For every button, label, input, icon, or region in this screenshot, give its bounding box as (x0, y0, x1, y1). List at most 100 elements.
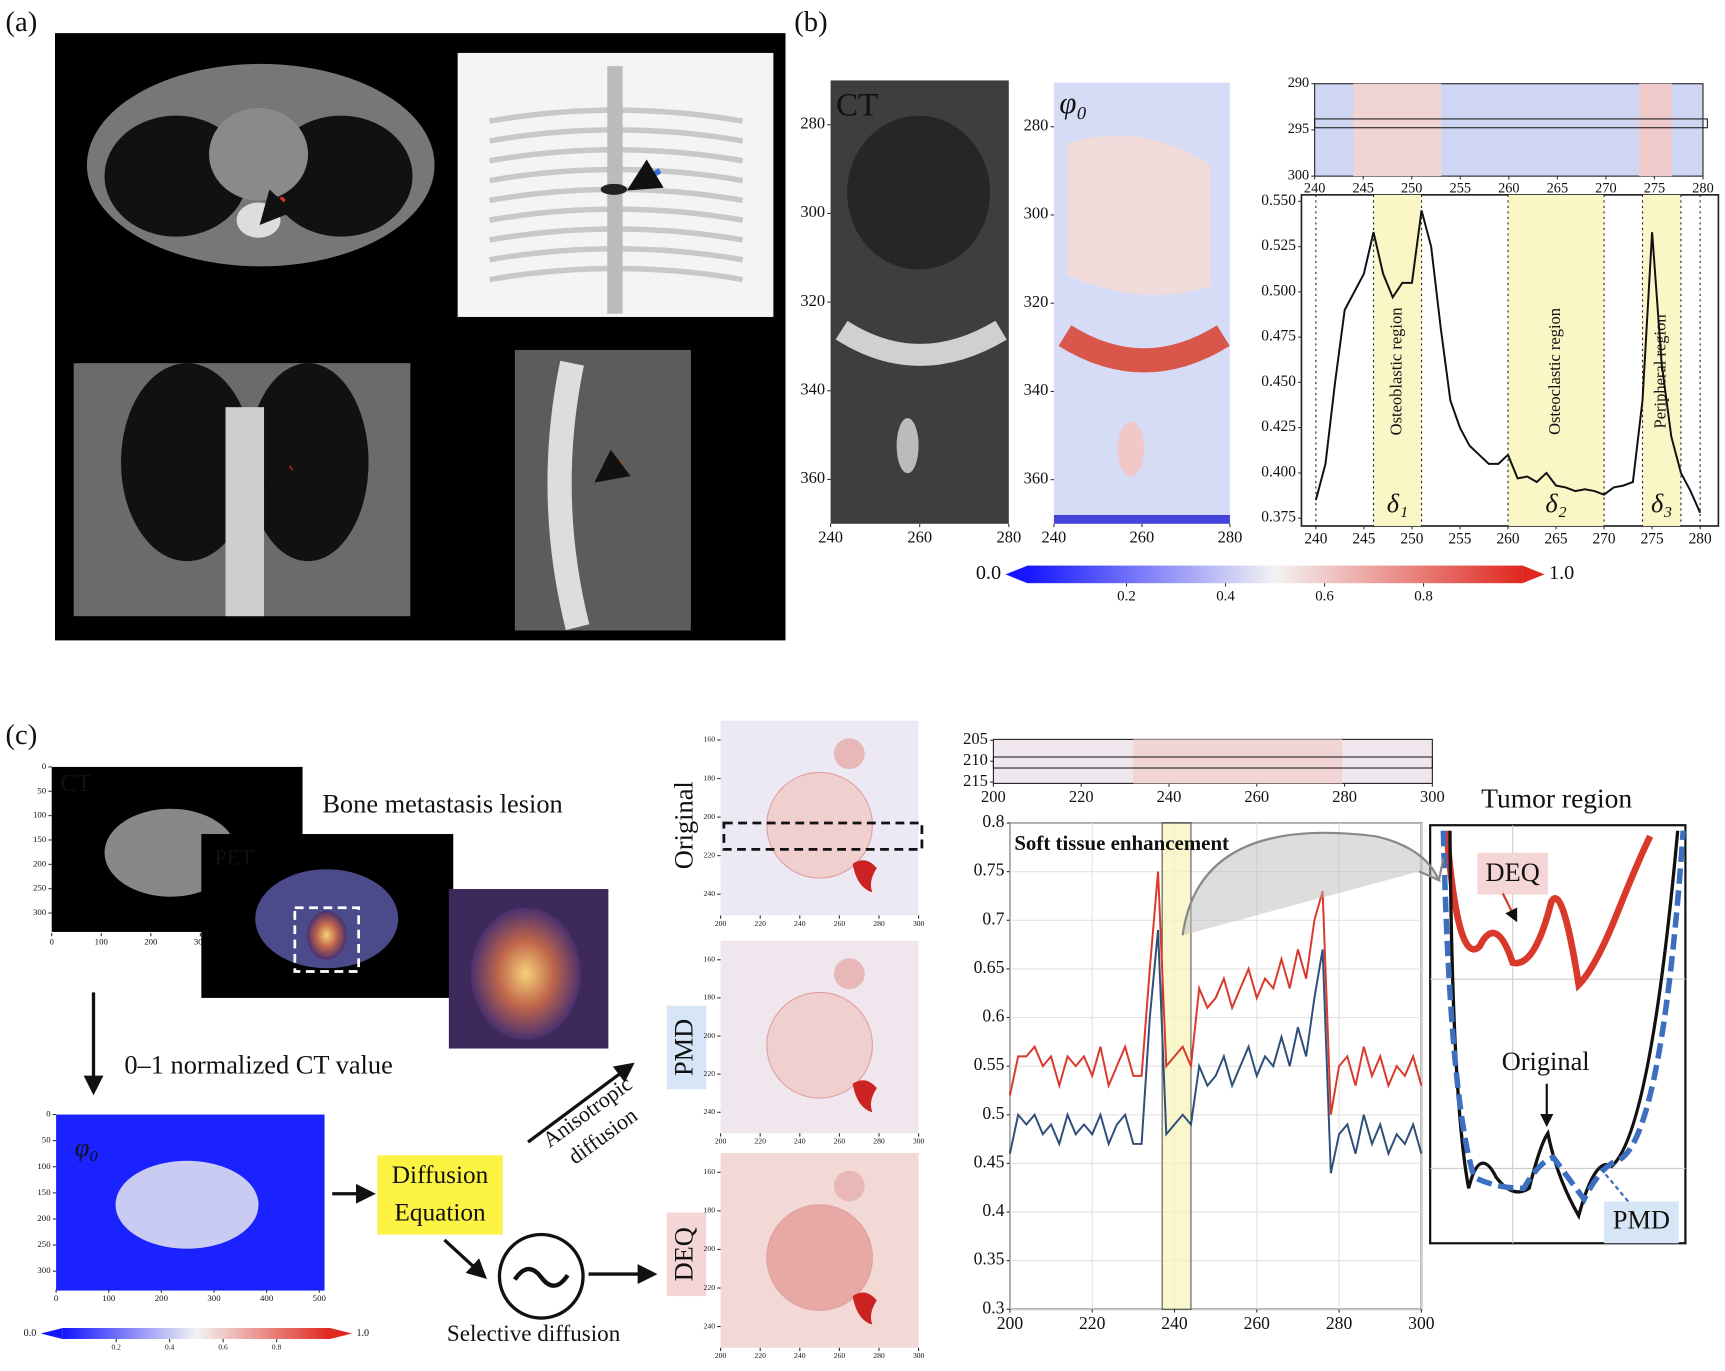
colorbar-min-arrow (40, 1327, 63, 1339)
y-tick-label: 300 (1024, 204, 1049, 223)
profile-row (722, 821, 924, 851)
y-tick-label: 0.35 (974, 1249, 1005, 1269)
colorbar-label: 0.0 (976, 562, 1001, 584)
x-tick-label: 240 (794, 1351, 806, 1360)
x-tick-label: 0 (50, 937, 55, 947)
x-tick-label: 240 (794, 919, 806, 928)
y-tick-label: 0.525 (1261, 237, 1296, 254)
y-tick-label: 0.65 (974, 957, 1005, 977)
y-tick-label: 340 (800, 380, 825, 399)
equation-box (377, 1155, 503, 1235)
x-tick-label: 280 (873, 1137, 885, 1146)
y-tick-label: 50 (37, 785, 46, 795)
coronal-spine (225, 407, 265, 617)
x-tick-label: 280 (1332, 787, 1357, 806)
y-tick-label: 240 (704, 889, 716, 898)
caption: Selective diffusion (447, 1320, 621, 1346)
y-tick-label: 0.45 (974, 1151, 1005, 1171)
y-tick-label: 280 (1024, 116, 1049, 135)
y-tick-label: 200 (704, 1244, 716, 1253)
inset-original (1448, 830, 1680, 1221)
panel-label: (b) (794, 7, 827, 38)
panel-title: PET (215, 844, 255, 869)
phi-body (115, 1160, 259, 1249)
y-tick-label: 200 (33, 858, 47, 868)
y-tick-label: 210 (963, 750, 988, 769)
y-tick-label: 320 (800, 291, 825, 310)
y-tick-label: 0.425 (1261, 418, 1296, 435)
colorbar-label: 1.0 (1549, 562, 1574, 584)
y-tick-label: 150 (37, 1187, 51, 1197)
panel-title: φ₀ (75, 1132, 99, 1162)
y-tick-label: 0.6 (982, 1006, 1004, 1026)
lesion (852, 1292, 877, 1325)
y-tick-label: 0.7 (982, 908, 1004, 928)
x-tick-label: 100 (102, 1293, 116, 1303)
panel-label: (a) (6, 7, 38, 38)
inset-pmd (1440, 830, 1686, 1205)
x-tick-label: 300 (1408, 1313, 1435, 1333)
colorbar-label: 0.6 (1315, 588, 1334, 604)
y-tick-label: 280 (800, 114, 825, 133)
lesion (852, 1080, 877, 1113)
x-tick-label: 260 (907, 527, 932, 546)
y-tick-label: 180 (704, 993, 716, 1002)
axial-ct-heart (209, 107, 309, 201)
ct-structure (847, 115, 991, 270)
y-tick-label: 250 (33, 883, 47, 893)
x-tick-label: 280 (996, 527, 1021, 546)
x-tick-label: 260 (1244, 787, 1269, 806)
phi-bone (1117, 421, 1145, 477)
region-label: Peripheral region (1650, 314, 1669, 428)
x-tick-label: 265 (1544, 531, 1567, 548)
vertebra (766, 991, 873, 1099)
x-tick-label: 260 (834, 1137, 846, 1146)
y-tick-label: 160 (704, 1167, 716, 1176)
region (1508, 194, 1605, 526)
annotation: Soft tissue enhancement (1014, 831, 1229, 855)
colorbar-label: 0.2 (1117, 588, 1136, 604)
panel-title: PMD (669, 1019, 699, 1076)
pet-lesion (306, 911, 347, 960)
sagittal-ct (514, 349, 691, 631)
flow-arrow (527, 1062, 635, 1144)
y-tick-label: 215 (963, 771, 988, 790)
region-symbol: δ₁ (1387, 488, 1408, 518)
y-tick-label: 0.500 (1261, 282, 1296, 299)
region (1373, 194, 1422, 526)
x-tick-label: 260 (1130, 527, 1155, 546)
lesion-arrow (264, 455, 301, 489)
x-tick-label: 280 (873, 1351, 885, 1360)
strip-row (1314, 118, 1708, 129)
y-tick-label: 220 (704, 850, 716, 859)
x-tick-label: 250 (1400, 531, 1423, 548)
bone-small (833, 738, 865, 770)
caption: Bone metastasis lesion (322, 789, 562, 819)
x-tick-label: 200 (715, 919, 727, 928)
x-tick-label: 275 (1641, 531, 1664, 548)
panel-title: φ₀ (1059, 86, 1087, 120)
x-tick-label: 220 (754, 919, 766, 928)
x-tick-label: 255 (1450, 181, 1471, 197)
phi-bone-band (1058, 325, 1230, 373)
region-label: Osteoblastic region (1386, 307, 1405, 435)
y-tick-label: 205 (963, 729, 988, 748)
y-tick-label: 240 (704, 1107, 716, 1116)
pet-zoom-lesion (470, 907, 581, 1040)
panel-label: (c) (6, 720, 38, 751)
series-line (1314, 210, 1702, 514)
y-tick-label: 200 (704, 812, 716, 821)
coronal-lung-right (247, 363, 369, 562)
y-tick-label: 50 (42, 1135, 51, 1145)
caption: 0–1 normalized CT value (124, 1049, 392, 1079)
panel-title: DEQ (669, 1227, 699, 1281)
x-tick-label: 240 (1042, 527, 1067, 546)
x-tick-label: 300 (913, 1351, 925, 1360)
coronal-lung-left (121, 363, 254, 562)
y-tick-label: 220 (704, 1069, 716, 1078)
y-tick-label: 0.3 (982, 1297, 1004, 1317)
colorbar-label: 0.8 (272, 1342, 282, 1351)
bone-small (833, 1170, 865, 1202)
x-tick-label: 400 (260, 1293, 274, 1303)
strip-hot (1133, 739, 1343, 784)
